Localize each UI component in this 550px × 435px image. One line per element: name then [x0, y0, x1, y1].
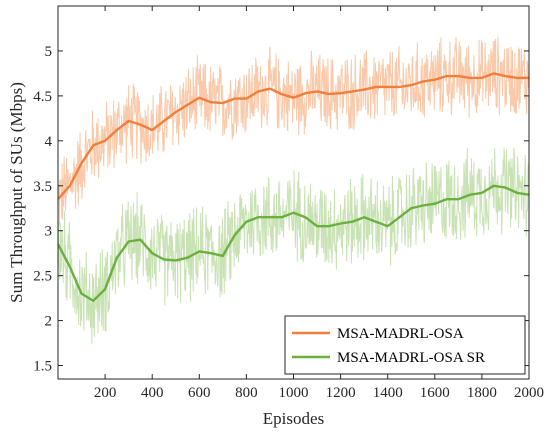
y-axis-title: Sum Throughput of SUs (Mbps) [7, 82, 26, 303]
raw-trace-2 [58, 147, 529, 344]
x-tick-label: 2000 [514, 385, 544, 401]
legend-box [284, 315, 526, 375]
y-tick-label: 4 [45, 134, 53, 150]
y-tick-label: 4.5 [33, 89, 52, 105]
y-tick-label: 2.5 [33, 269, 52, 285]
series-line-2 [58, 184, 529, 302]
legend-label-1: MSA-MADRL-OSA [337, 326, 464, 342]
series-line-1 [58, 72, 529, 200]
x-tick-label: 1400 [373, 385, 403, 401]
x-tick-label: 1600 [420, 385, 450, 401]
legend: MSA-MADRL-OSA MSA-MADRL-OSA SR [284, 315, 526, 375]
y-tick-label: 2 [45, 314, 53, 330]
smoothed-lines-layer [58, 72, 529, 302]
y-axis: 1.5 2 2.5 3 3.5 4 4.5 5 [33, 44, 529, 375]
x-axis: 200 400 600 800 1000 1200 1400 1600 1800 2000 [94, 6, 544, 401]
legend-label-2: MSA-MADRL-OSA SR [337, 350, 485, 366]
x-axis-title: Episodes [263, 409, 324, 428]
x-tick-label: 1200 [326, 385, 356, 401]
x-tick-label: 800 [235, 385, 258, 401]
y-tick-label: 3 [45, 224, 53, 240]
y-tick-label: 3.5 [33, 179, 52, 195]
x-tick-label: 600 [188, 385, 211, 401]
y-tick-label: 5 [45, 44, 53, 60]
x-tick-label: 1800 [467, 385, 497, 401]
x-tick-label: 200 [94, 385, 117, 401]
x-tick-label: 400 [141, 385, 164, 401]
y-tick-label: 1.5 [33, 359, 52, 375]
x-tick-label: 1000 [279, 385, 309, 401]
